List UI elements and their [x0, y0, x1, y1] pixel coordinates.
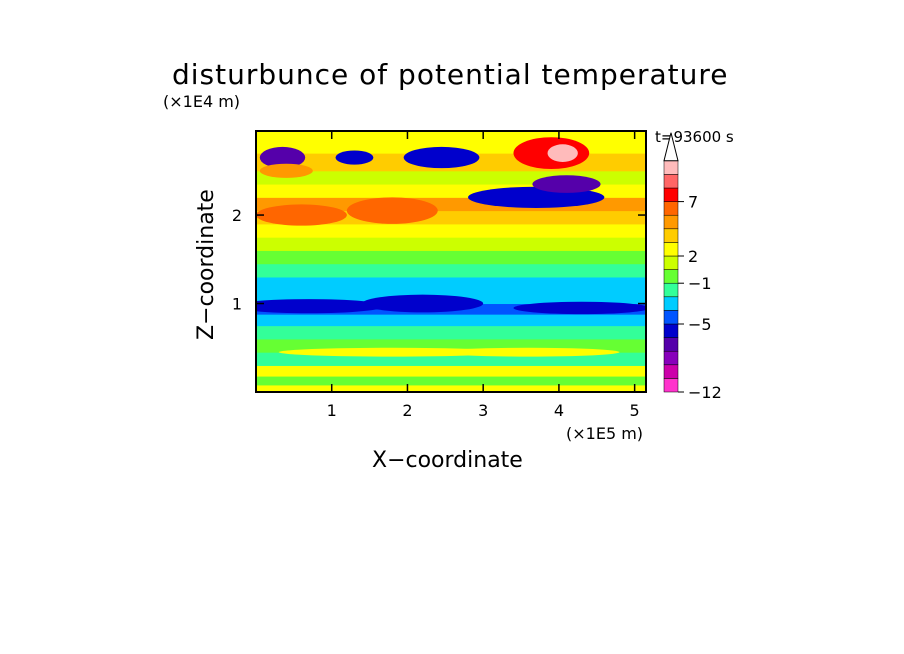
- colorbar-label-0: −12: [688, 383, 722, 402]
- colorbar-label-2: −1: [688, 274, 712, 293]
- colorbar-swatch-5: [663, 310, 679, 325]
- field-blob-9: [256, 299, 385, 314]
- field-band-0: [256, 384, 646, 392]
- colorbar-swatch-7: [663, 282, 679, 298]
- x-axis-unit: (×1E5 m): [566, 424, 644, 443]
- colorbar-swatch-8: [663, 269, 679, 284]
- colorbar-swatch-6: [663, 296, 679, 311]
- field-band-13: [256, 223, 646, 238]
- field-band-2: [256, 365, 646, 377]
- y-tick-label-1: 2: [232, 206, 242, 225]
- y-tick-label-0: 1: [232, 295, 242, 314]
- colorbar-swatch-3: [663, 337, 679, 352]
- x-tick-label-3: 4: [554, 401, 564, 420]
- field-band-6: [256, 314, 646, 327]
- x-tick-label-1: 2: [402, 401, 412, 420]
- colorbar-swatch-10: [663, 242, 679, 257]
- field-blob-0: [259, 146, 306, 169]
- field-blob-14: [259, 163, 313, 178]
- x-axis-label: X−coordinate: [372, 448, 523, 473]
- chart-title: disturbunce of potential temperature: [172, 58, 729, 91]
- field-blob-13: [437, 347, 620, 357]
- colorbar-swatch-1: [663, 364, 679, 379]
- colorbar-label-1: −5: [688, 315, 712, 334]
- colorbar-label-4: 7: [688, 193, 698, 212]
- plot-frame: [255, 130, 647, 393]
- field-blob-11: [513, 301, 646, 315]
- x-tick-label-2: 3: [478, 401, 488, 420]
- field-blob-10: [362, 294, 484, 313]
- field-blob-7: [346, 197, 438, 224]
- field-band-11: [256, 250, 646, 265]
- colorbar-swatch-14: [663, 187, 679, 202]
- colorbar-swatch-12: [663, 214, 679, 230]
- field-blob-4: [532, 175, 601, 193]
- colorbar-swatch-11: [663, 228, 679, 243]
- x-tick-label-0: 1: [327, 401, 337, 420]
- field-blob-2: [403, 146, 480, 169]
- colorbar-extend-arrow: [663, 132, 679, 162]
- field-band-9: [256, 276, 646, 296]
- time-label: t=93600 s: [655, 128, 734, 146]
- colorbar-swatch-15: [663, 174, 679, 189]
- contour-field: [256, 131, 646, 392]
- colorbar-label-3: 2: [688, 247, 698, 266]
- colorbar-swatch-2: [663, 350, 679, 366]
- colorbar-swatch-4: [663, 323, 679, 338]
- colorbar-swatch-9: [663, 255, 679, 270]
- x-tick-label-4: 5: [630, 401, 640, 420]
- field-band-1: [256, 376, 646, 386]
- field-blob-6: [547, 144, 578, 162]
- field-band-10: [256, 263, 646, 278]
- field-blob-1: [335, 150, 374, 165]
- field-band-5: [256, 325, 646, 340]
- colorbar-swatch-16: [663, 160, 679, 175]
- colorbar-swatch-0: [663, 378, 679, 393]
- field-band-12: [256, 237, 646, 251]
- field-blob-8: [256, 204, 347, 226]
- axes: 1 2 3 4 5 1 2: [232, 131, 646, 420]
- field-blob-12: [278, 347, 506, 357]
- colorbar: −12−5−127: [663, 132, 722, 402]
- y-axis-unit: (×1E4 m): [163, 92, 241, 111]
- colorbar-swatch-13: [663, 201, 679, 216]
